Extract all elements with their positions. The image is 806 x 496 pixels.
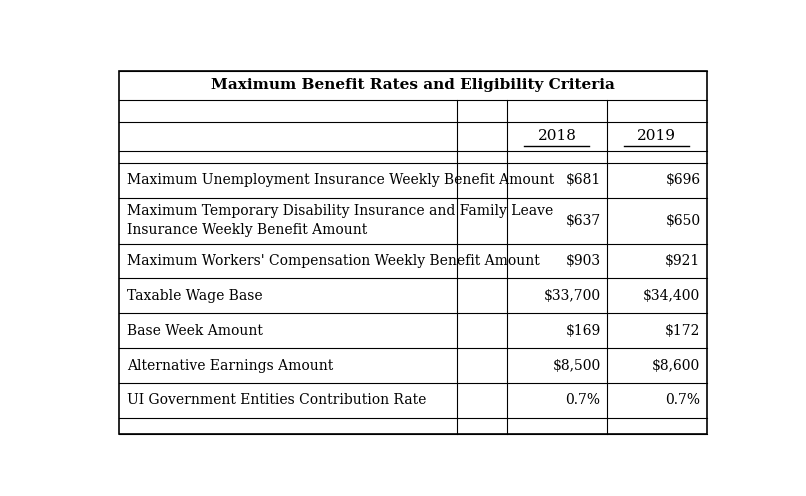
Text: 0.7%: 0.7%: [566, 393, 600, 407]
Text: Taxable Wage Base: Taxable Wage Base: [127, 289, 263, 303]
Text: $696: $696: [665, 173, 700, 187]
Text: $169: $169: [565, 324, 600, 338]
Text: $681: $681: [565, 173, 600, 187]
Text: UI Government Entities Contribution Rate: UI Government Entities Contribution Rate: [127, 393, 426, 407]
Text: 2018: 2018: [538, 129, 576, 143]
Text: Maximum Unemployment Insurance Weekly Benefit Amount: Maximum Unemployment Insurance Weekly Be…: [127, 173, 555, 187]
Text: $921: $921: [665, 254, 700, 268]
Text: Base Week Amount: Base Week Amount: [127, 324, 263, 338]
Text: 0.7%: 0.7%: [666, 393, 700, 407]
Text: Maximum Workers' Compensation Weekly Benefit Amount: Maximum Workers' Compensation Weekly Ben…: [127, 254, 540, 268]
Text: Maximum Temporary Disability Insurance and Family Leave
Insurance Weekly Benefit: Maximum Temporary Disability Insurance a…: [127, 204, 553, 237]
Text: $8,500: $8,500: [552, 359, 600, 372]
Text: Alternative Earnings Amount: Alternative Earnings Amount: [127, 359, 333, 372]
Text: $172: $172: [665, 324, 700, 338]
Text: $637: $637: [565, 214, 600, 228]
Text: 2019: 2019: [638, 129, 676, 143]
Text: $903: $903: [566, 254, 600, 268]
Text: $34,400: $34,400: [643, 289, 700, 303]
Text: $8,600: $8,600: [652, 359, 700, 372]
Text: $33,700: $33,700: [543, 289, 600, 303]
Text: $650: $650: [665, 214, 700, 228]
Text: Maximum Benefit Rates and Eligibility Criteria: Maximum Benefit Rates and Eligibility Cr…: [211, 78, 615, 92]
